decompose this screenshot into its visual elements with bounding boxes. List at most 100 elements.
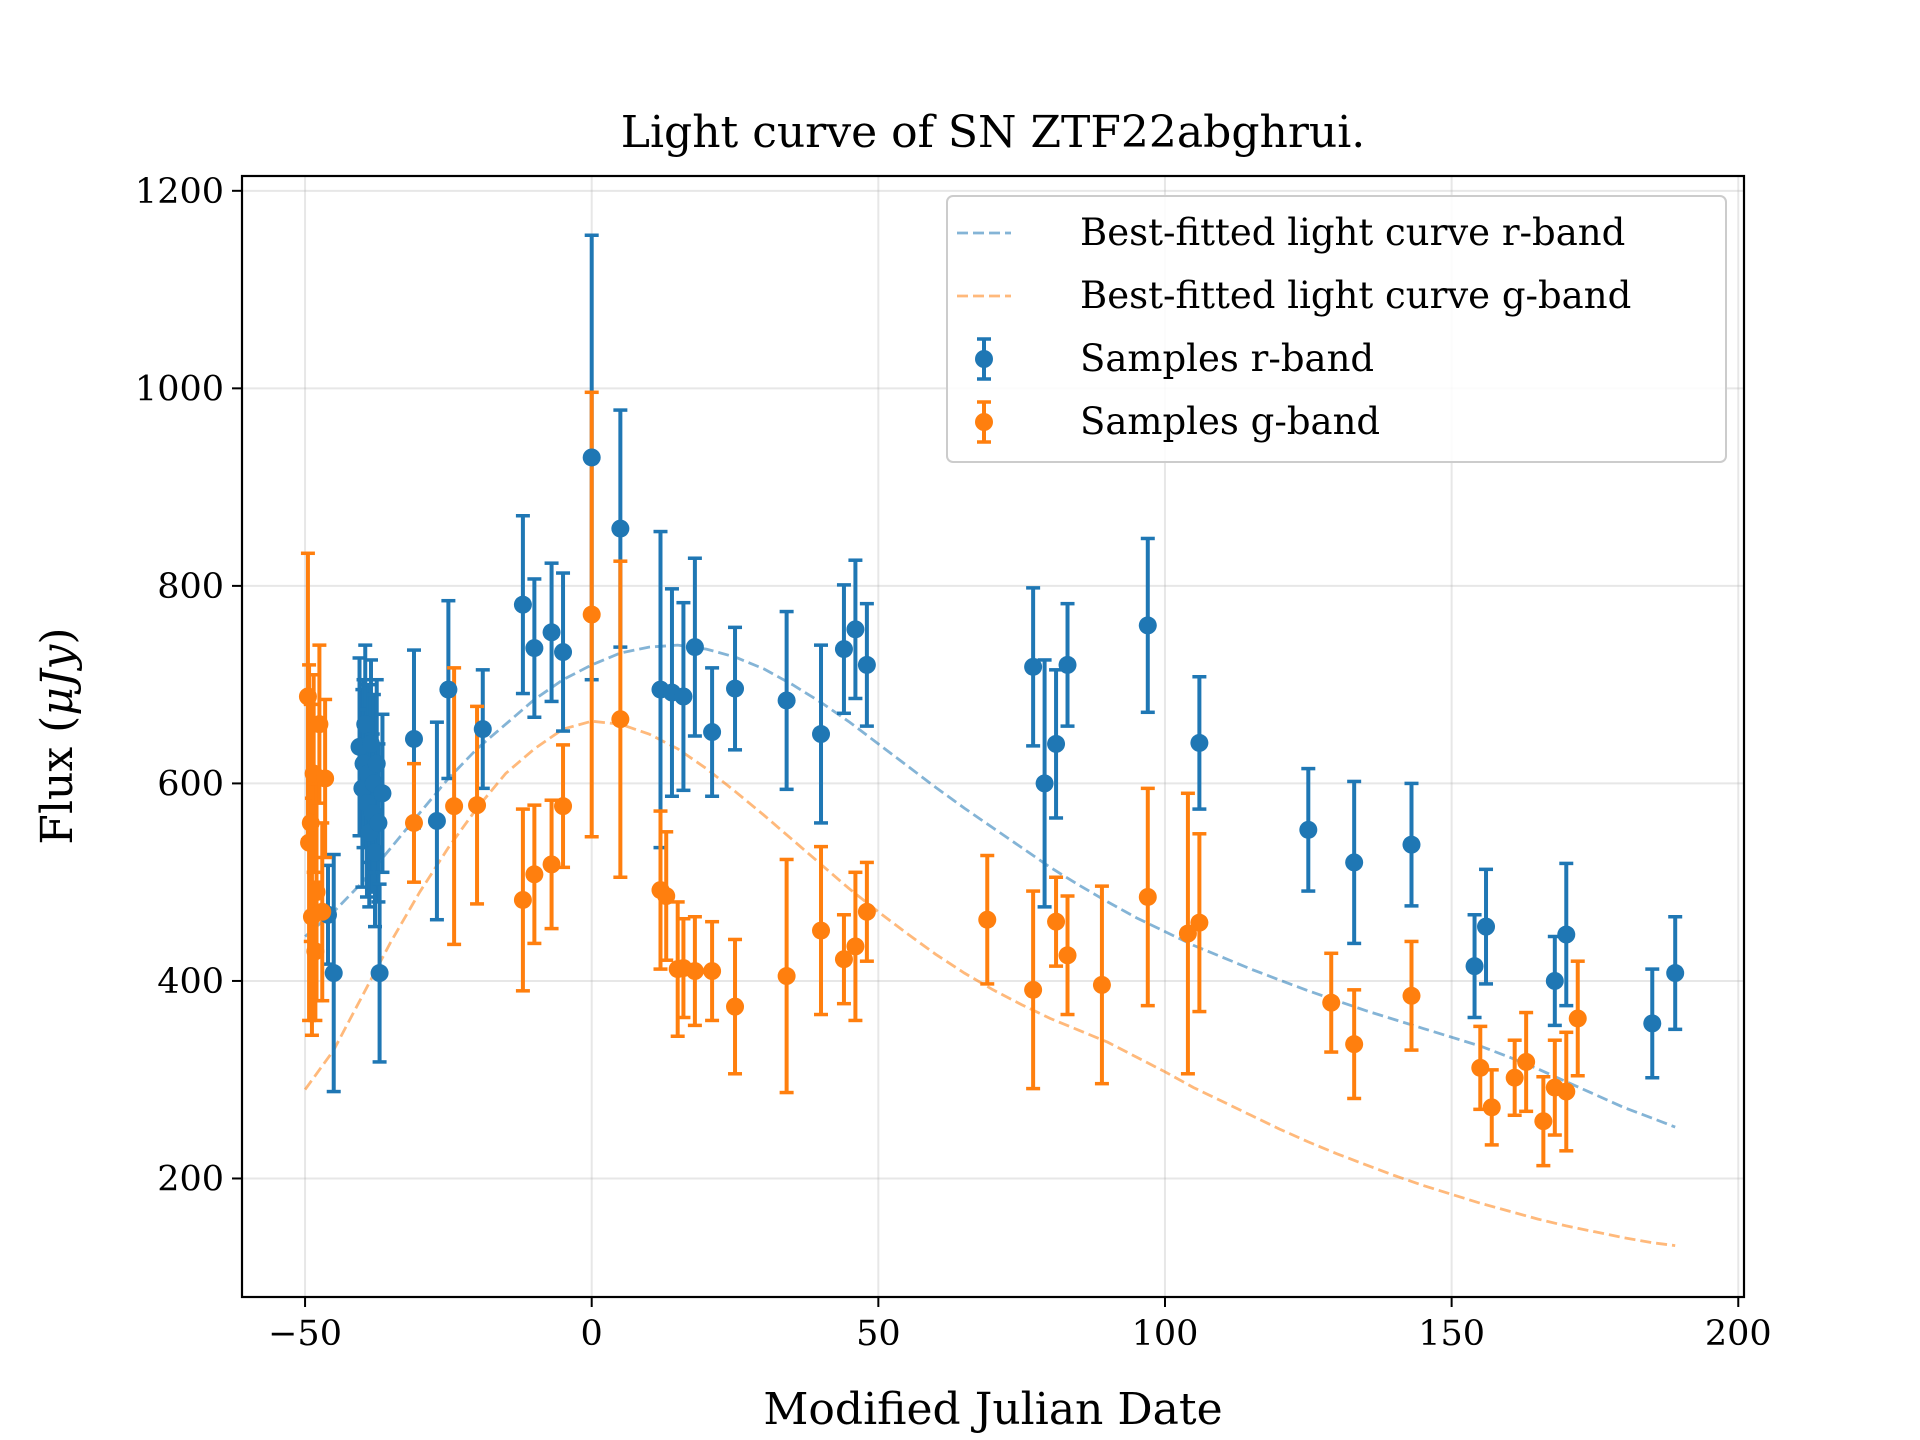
y-axis-label-suffix: ) — [32, 627, 83, 644]
r-band-sample-point-25 — [582, 448, 601, 467]
x-axis-ticks: −50 0 50 100 150 200 — [268, 1297, 1772, 1354]
r-band-sample-point-14 — [369, 813, 388, 832]
g-band-sample-point-42 — [1471, 1058, 1490, 1077]
g-band-sample-point-8 — [313, 902, 332, 921]
g-band-sample-point-7 — [310, 715, 329, 734]
g-band-sample-point-10 — [404, 813, 423, 832]
legend-r_samples-swatch-marker — [975, 350, 993, 368]
r-band-sample-point-31 — [703, 723, 722, 742]
chart-title: Light curve of SN ZTF22abghrui. — [621, 107, 1366, 158]
sample-points — [298, 448, 1685, 1131]
g-band-sample-point-20 — [657, 887, 676, 906]
r-band-sample-point-52 — [1666, 964, 1685, 983]
g-band-sample-point-36 — [1138, 887, 1157, 906]
r-band-sample-point-32 — [726, 679, 745, 698]
g-band-sample-point-6 — [307, 883, 326, 902]
y-tick-label-4: 1000 — [135, 369, 224, 409]
r-band-sample-point-33 — [777, 691, 796, 710]
y-axis-label-unit: μJy — [32, 643, 83, 715]
y-tick-label-0: 200 — [157, 1159, 224, 1199]
g-band-sample-point-18 — [611, 710, 630, 729]
g-band-sample-point-27 — [812, 921, 831, 940]
y-tick-label-1: 400 — [157, 962, 224, 1002]
g-band-sample-point-16 — [554, 797, 573, 816]
r-band-sample-point-26 — [611, 519, 630, 538]
r-band-sample-point-13 — [367, 754, 386, 773]
legend-box — [946, 195, 1727, 463]
r-band-sample-point-51 — [1643, 1014, 1662, 1033]
g-band-sample-point-30 — [857, 902, 876, 921]
r-band-sample-point-18 — [427, 811, 446, 830]
y-axis-label-prefix: Flux ( — [32, 716, 83, 845]
g-band-sample-point-11 — [445, 797, 464, 816]
r-band-sample-point-24 — [554, 643, 573, 662]
g-band-sample-point-49 — [1568, 1009, 1587, 1028]
g-band-sample-point-23 — [685, 962, 704, 981]
r-band-sample-point-39 — [1035, 774, 1054, 793]
g-band-sample-point-2 — [301, 813, 320, 832]
r-band-sample-point-40 — [1047, 734, 1066, 753]
g-band-sample-point-31 — [978, 910, 997, 929]
legend-r_curve-label: Best-fitted light curve r-band — [1080, 211, 1625, 254]
r-band-sample-point-38 — [1024, 657, 1043, 676]
g-band-sample-point-33 — [1047, 912, 1066, 931]
x-tick-label-3: 100 — [1132, 1314, 1199, 1354]
g-band-sample-point-5 — [306, 942, 325, 961]
x-axis-label: Modified Julian Date — [763, 1384, 1222, 1435]
g-band-sample-point-17 — [582, 605, 601, 624]
r-band-sample-point-5 — [356, 715, 375, 734]
g-band-sample-point-1 — [300, 833, 319, 852]
r-band-sample-point-12 — [366, 843, 385, 862]
r-band-sample-point-46 — [1402, 835, 1421, 854]
g-band-sample-point-24 — [703, 962, 722, 981]
g-band-sample-point-29 — [846, 937, 865, 956]
r-band-sample-point-16 — [373, 784, 392, 803]
g-band-sample-point-35 — [1092, 975, 1111, 994]
r-band-sample-point-15 — [370, 964, 389, 983]
y-tick-label-5: 1200 — [135, 172, 224, 212]
x-tick-label-4: 150 — [1418, 1314, 1485, 1354]
g-band-sample-point-34 — [1058, 946, 1077, 965]
r-band-sample-point-29 — [674, 687, 693, 706]
r-band-sample-point-44 — [1299, 820, 1318, 839]
x-tick-label-0: −50 — [268, 1314, 342, 1354]
g-band-fitted-curve — [303, 719, 1676, 1247]
r-band-sample-point-19 — [439, 680, 458, 699]
g-band-sample-point-39 — [1322, 993, 1341, 1012]
r-band-sample-point-43 — [1190, 733, 1209, 752]
r-band-sample-point-21 — [513, 595, 532, 614]
g-band-sample-point-13 — [513, 890, 532, 909]
g-band-sample-point-14 — [525, 865, 544, 884]
x-tick-label-2: 50 — [856, 1314, 901, 1354]
plot-frame — [240, 174, 1746, 1299]
r-band-sample-point-30 — [685, 638, 704, 657]
g-band-sample-point-48 — [1557, 1082, 1576, 1101]
r-band-sample-point-37 — [857, 655, 876, 674]
g-band-sample-point-44 — [1505, 1068, 1524, 1087]
legend-entries: Best-fitted light curve r-band Best-fitte… — [957, 211, 1631, 444]
g-band-sample-point-46 — [1534, 1112, 1553, 1131]
g-band-sample-point-38 — [1190, 913, 1209, 932]
r-band-sample-point-1 — [324, 964, 343, 983]
y-tick-label-3: 800 — [157, 567, 224, 607]
g-band-sample-point-28 — [834, 950, 853, 969]
r-band-sample-point-48 — [1477, 917, 1496, 936]
legend: Best-fitted light curve r-band Best-fitte… — [946, 195, 1727, 463]
r-band-sample-point-23 — [542, 623, 561, 642]
g-band-sample-point-43 — [1482, 1098, 1501, 1117]
r-band-sample-point-47 — [1465, 957, 1484, 976]
r-band-sample-point-9 — [361, 734, 380, 753]
r-band-sample-point-22 — [525, 639, 544, 658]
g-band-sample-point-0 — [298, 687, 317, 706]
g-band-sample-point-40 — [1345, 1035, 1364, 1054]
g-band-sample-point-37 — [1178, 924, 1197, 943]
g-band-sample-point-41 — [1402, 986, 1421, 1005]
r-band-sample-point-41 — [1058, 655, 1077, 674]
r-band-sample-point-35 — [834, 640, 853, 659]
g-band-sample-point-12 — [468, 796, 487, 815]
g-band-sample-point-25 — [726, 997, 745, 1016]
r-band-sample-point-50 — [1557, 925, 1576, 944]
g-band-sample-point-32 — [1024, 980, 1043, 999]
r-band-sample-point-42 — [1138, 616, 1157, 635]
